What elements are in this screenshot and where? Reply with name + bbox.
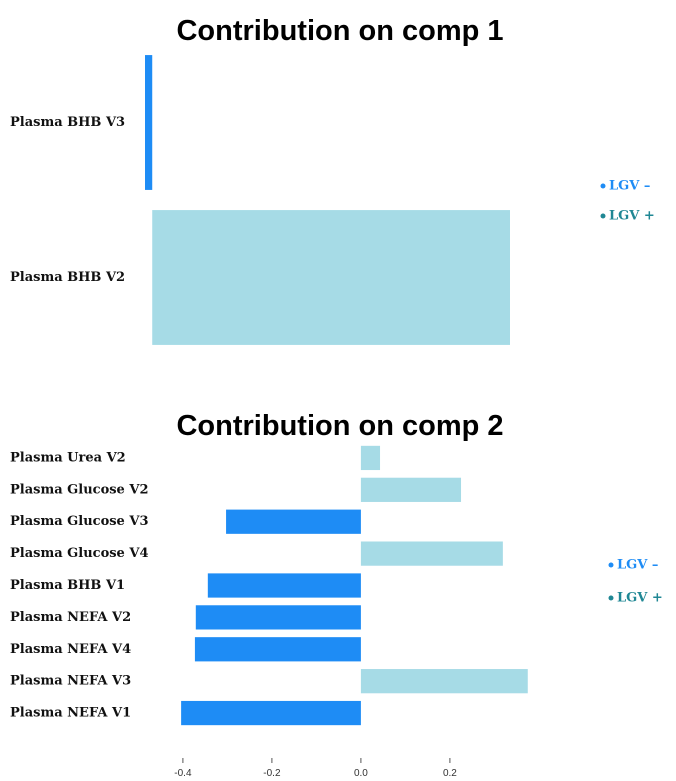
category-label: Plasma Urea V2 bbox=[10, 450, 126, 465]
legend-marker bbox=[600, 213, 606, 219]
bar bbox=[145, 55, 153, 190]
category-label: Plasma NEFA V4 bbox=[10, 642, 131, 657]
bar bbox=[360, 445, 381, 471]
category-label: Plasma Glucose V2 bbox=[10, 482, 149, 497]
category-label: Plasma NEFA V1 bbox=[10, 706, 131, 721]
bar bbox=[360, 477, 462, 502]
bar bbox=[181, 700, 361, 726]
legend-marker bbox=[608, 562, 614, 568]
category-label: Plasma Glucose V3 bbox=[10, 514, 149, 529]
x-tick-label: 0.0 bbox=[354, 768, 368, 779]
bar bbox=[152, 210, 510, 345]
bar bbox=[226, 509, 361, 534]
x-tick-label: -0.4 bbox=[174, 768, 192, 779]
legend-label: LGV – bbox=[617, 558, 658, 573]
chart-title: Contribution on comp 2 bbox=[176, 410, 503, 442]
category-label: Plasma NEFA V2 bbox=[10, 610, 131, 625]
bar bbox=[194, 637, 361, 662]
bar bbox=[360, 541, 503, 566]
x-tick-label: -0.2 bbox=[263, 768, 281, 779]
bar bbox=[207, 573, 361, 598]
legend-marker bbox=[600, 183, 606, 189]
x-tick-label: 0.2 bbox=[443, 768, 457, 779]
bar bbox=[195, 605, 361, 630]
bar bbox=[360, 669, 528, 694]
category-label: Plasma BHB V3 bbox=[10, 115, 125, 130]
category-label: Plasma BHB V1 bbox=[10, 578, 125, 593]
legend-marker bbox=[608, 595, 614, 601]
legend-label: LGV + bbox=[617, 591, 663, 606]
category-label: Plasma NEFA V3 bbox=[10, 674, 131, 689]
legend-label: LGV + bbox=[609, 209, 655, 224]
legend-label: LGV – bbox=[609, 179, 650, 194]
chart-title: Contribution on comp 1 bbox=[176, 15, 503, 47]
category-label: Plasma BHB V2 bbox=[10, 270, 125, 285]
category-label: Plasma Glucose V4 bbox=[10, 546, 149, 561]
